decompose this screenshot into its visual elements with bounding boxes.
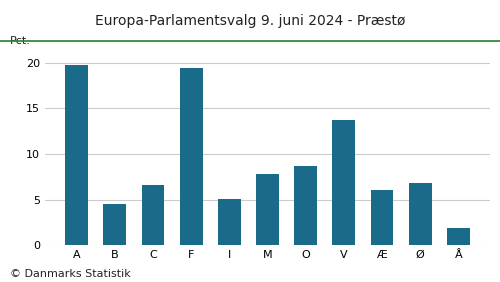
Text: Pct.: Pct. <box>10 36 30 46</box>
Bar <box>65 65 88 245</box>
Text: © Danmarks Statistik: © Danmarks Statistik <box>10 269 131 279</box>
Bar <box>142 185 165 245</box>
Bar <box>370 190 394 245</box>
Bar <box>256 174 279 245</box>
Bar <box>180 68 203 245</box>
Bar <box>104 204 126 245</box>
Bar <box>447 228 470 245</box>
Bar <box>408 183 432 245</box>
Text: Europa-Parlamentsvalg 9. juni 2024 - Præstø: Europa-Parlamentsvalg 9. juni 2024 - Præ… <box>95 14 405 28</box>
Bar <box>218 199 241 245</box>
Bar <box>332 120 355 245</box>
Bar <box>294 166 317 245</box>
